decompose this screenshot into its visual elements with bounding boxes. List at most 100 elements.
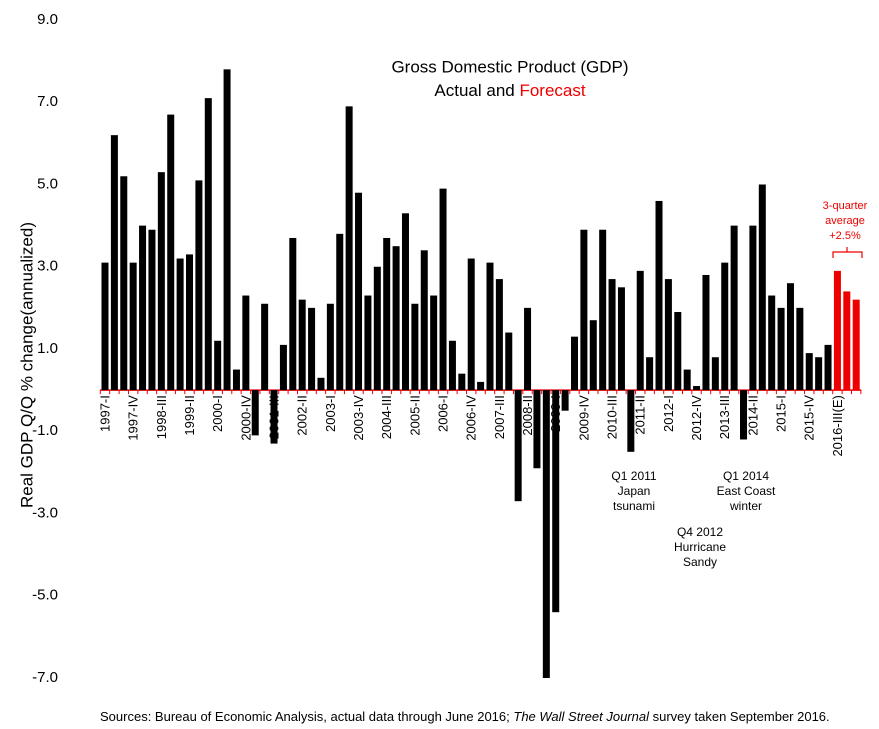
bar — [777, 307, 785, 391]
bar — [833, 270, 841, 391]
bar — [730, 225, 738, 391]
bar — [204, 98, 212, 391]
annotation: winter — [729, 499, 762, 513]
x-tick-label: 2005-II — [407, 395, 422, 435]
x-tick-label: 2011-II — [633, 395, 648, 435]
x-tick-label: 2007-III — [492, 395, 507, 439]
bar — [261, 303, 269, 391]
x-tick-label: 2012-IV — [689, 395, 704, 441]
x-tick-label: 2010-III — [604, 395, 619, 439]
bar — [495, 279, 503, 391]
y-axis-label: Real GDP Q/Q % change(annualized) — [17, 222, 36, 508]
x-tick-label: 2013-III — [717, 395, 732, 439]
bar — [664, 279, 672, 391]
bar — [308, 307, 316, 391]
bar — [486, 262, 494, 391]
bar — [420, 250, 428, 391]
bar — [617, 287, 625, 391]
y-tick-label: -5.0 — [32, 587, 58, 604]
x-tick-label: 2014-II — [745, 395, 760, 435]
bar — [101, 262, 109, 391]
annotation: average — [825, 215, 865, 227]
subtitle-highlight: Forecast — [519, 81, 585, 100]
bar — [345, 106, 353, 391]
annotation: Japan — [618, 484, 651, 498]
bar — [298, 299, 306, 391]
bar — [702, 274, 710, 391]
bar — [270, 390, 278, 444]
annotation: +2.5% — [829, 230, 861, 242]
bar — [401, 213, 409, 391]
x-tick-label: 2000-I — [210, 395, 225, 432]
subtitle-part: Actual and — [434, 81, 514, 100]
x-tick-label: 1997-IV — [126, 395, 141, 441]
bar — [693, 386, 701, 391]
bar — [655, 200, 663, 391]
x-tick-label: 2000-IV — [238, 395, 253, 441]
bar — [214, 340, 222, 391]
annotation: Hurricane — [674, 540, 726, 554]
bar — [571, 336, 578, 391]
bar — [383, 237, 391, 391]
bar — [279, 344, 287, 391]
bar — [533, 390, 541, 469]
bar — [514, 390, 522, 502]
bar — [439, 188, 447, 391]
bar — [467, 258, 475, 391]
bar — [336, 233, 344, 391]
bar — [411, 303, 419, 391]
bar — [758, 184, 766, 391]
bar — [364, 295, 372, 391]
y-tick-label: 3.0 — [37, 258, 58, 275]
bar — [749, 225, 757, 391]
x-tick-label: 2001-III — [266, 395, 281, 439]
bar — [373, 266, 381, 391]
chart-title: Gross Domestic Product (GDP) — [391, 57, 628, 76]
bar — [505, 332, 513, 391]
bracket — [832, 247, 863, 258]
bar — [186, 254, 194, 391]
bar — [711, 357, 719, 391]
bar — [589, 320, 597, 391]
bar — [542, 390, 550, 678]
bar — [251, 390, 259, 436]
x-tick-label: 2002-II — [295, 395, 310, 435]
bar — [627, 390, 635, 452]
bar — [796, 307, 804, 391]
y-tick-label: 5.0 — [37, 175, 58, 192]
bar — [223, 69, 231, 391]
source-part: The Wall Street Journal — [513, 709, 650, 724]
bar — [392, 246, 400, 391]
bar — [740, 390, 748, 440]
x-tick-label: 2012-I — [661, 395, 676, 432]
bar — [176, 258, 184, 391]
bar — [317, 377, 325, 391]
x-tick-label: 2016-III(E) — [830, 395, 845, 456]
bar — [646, 357, 654, 391]
bar — [148, 229, 156, 391]
bar — [852, 299, 860, 391]
x-tick-label: 2006-I — [435, 395, 450, 432]
bar — [815, 357, 823, 391]
bar — [824, 344, 832, 391]
bar — [561, 390, 569, 411]
x-tick-label: 2009-IV — [576, 395, 591, 441]
x-tick-label: 2008-II — [520, 395, 535, 435]
x-tick-label: 2006-IV — [464, 395, 479, 441]
bar — [805, 353, 813, 391]
bar — [129, 262, 137, 391]
x-tick-label: 2004-III — [379, 395, 394, 439]
x-tick-label: 1998-III — [154, 395, 169, 439]
annotation: Q4 2012 — [677, 525, 723, 539]
bar — [843, 291, 851, 391]
bar — [458, 373, 466, 391]
x-tick-label: 2015-I — [774, 395, 789, 432]
bar — [580, 229, 588, 391]
bar — [120, 176, 128, 391]
x-tick-label: 2003-IV — [351, 395, 366, 441]
annotation: East Coast — [717, 484, 776, 498]
bar — [430, 295, 438, 391]
bar — [552, 390, 560, 613]
bar — [195, 180, 203, 391]
